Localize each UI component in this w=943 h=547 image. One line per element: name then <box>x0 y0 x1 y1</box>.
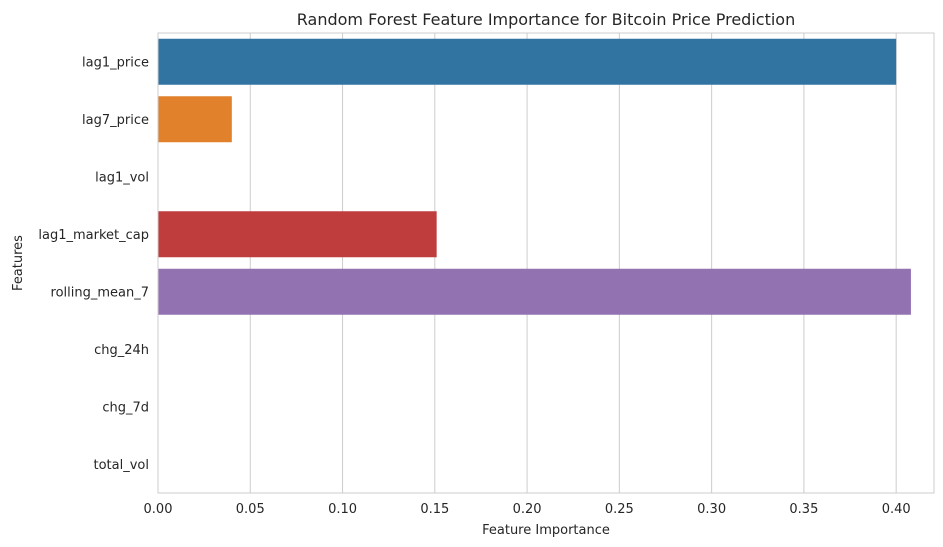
chart-title: Random Forest Feature Importance for Bit… <box>297 10 795 29</box>
y-tick-label: rolling_mean_7 <box>51 285 149 300</box>
x-tick-label: 0.25 <box>605 502 634 517</box>
bars-layer <box>158 38 911 315</box>
bar-rolling-mean-7 <box>158 268 911 315</box>
y-tick-labels: lag1_price lag7_price lag1_vol lag1_market_… <box>38 55 149 473</box>
x-tick-label: 0.10 <box>328 502 357 517</box>
x-tick-label: 0.30 <box>697 502 726 517</box>
grid-layer <box>157 33 897 493</box>
y-tick-label: lag1_price <box>82 55 149 70</box>
y-tick-label: lag1_vol <box>95 170 149 185</box>
x-tick-label: 0.20 <box>513 502 542 517</box>
x-tick-label: 0.05 <box>236 502 265 517</box>
y-tick-label: total_vol <box>94 458 150 473</box>
y-tick-label: chg_24h <box>94 343 149 358</box>
x-tick-label: 0.35 <box>789 502 818 517</box>
y-tick-label: lag1_market_cap <box>38 228 149 243</box>
bar-lag1-market-cap <box>158 211 437 258</box>
y-tick-label: lag7_price <box>82 113 149 128</box>
x-tick-labels: 0.00 0.05 0.10 0.15 0.20 0.25 0.30 0.35 0.40 <box>144 502 911 517</box>
bar-lag1-price <box>158 38 897 85</box>
x-axis-label: Feature Importance <box>482 523 610 538</box>
bar-lag7-price <box>158 96 232 143</box>
plot-frame <box>157 32 935 494</box>
x-tick-label: 0.15 <box>420 502 449 517</box>
x-tick-label: 0.40 <box>882 502 911 517</box>
y-axis-label: Features <box>11 235 26 291</box>
x-tick-label: 0.00 <box>144 502 173 517</box>
y-tick-label: chg_7d <box>102 400 149 415</box>
